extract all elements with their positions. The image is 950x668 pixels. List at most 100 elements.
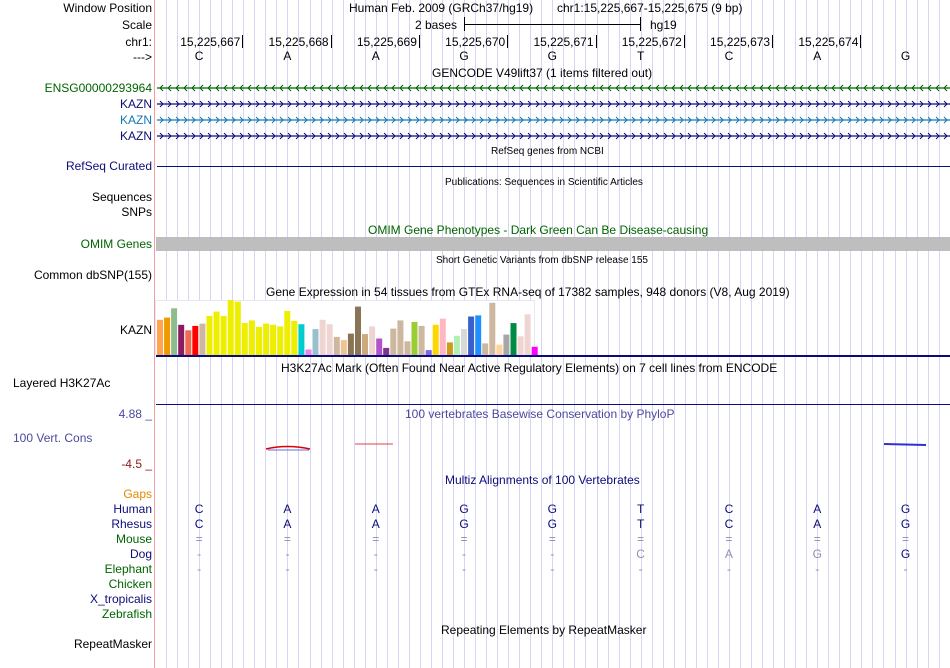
gtex-title: Gene Expression in 54 tissues from GTEx …: [266, 285, 790, 299]
scale-bar: [464, 24, 641, 25]
base-letter: C: [194, 49, 204, 63]
gtex-tissue-bar: [248, 320, 255, 355]
multiz-species-label[interactable]: X_tropicalis: [89, 592, 152, 606]
h3k27ac-label[interactable]: Layered H3K27Ac: [13, 376, 111, 390]
gtex-tissue-bar: [369, 326, 376, 355]
multiz-base: =: [813, 532, 821, 546]
multiz-base: =: [195, 532, 203, 546]
multiz-base: A: [813, 502, 822, 516]
phylop-mark-1-red: [265, 445, 311, 450]
multiz-base: G: [900, 547, 911, 561]
gencode-item-label[interactable]: KAZN: [119, 97, 152, 111]
gtex-tissue-bar: [425, 350, 432, 356]
strand-arrow-right-icon: [159, 132, 948, 140]
position-label: 15,225,671: [533, 35, 594, 49]
gtex-tissue-bar: [432, 324, 439, 356]
publications-label-snps[interactable]: SNPs: [121, 205, 152, 219]
grid-line: [608, 0, 609, 668]
dbsnp-label[interactable]: Common dbSNP(155): [33, 268, 152, 282]
dbsnp-title: Short Genetic Variants from dbSNP releas…: [436, 255, 648, 266]
position-tick: [419, 35, 420, 48]
multiz-base: G: [547, 517, 558, 531]
multiz-base: -: [373, 562, 378, 576]
omim-label[interactable]: OMIM Genes: [80, 237, 152, 251]
gtex-tissue-bar: [157, 319, 163, 355]
gtex-tissue-bar: [319, 319, 326, 355]
region-text[interactable]: chr1:15,225,667-15,225,675 (9 bp): [557, 1, 743, 15]
multiz-gaps-label[interactable]: Gaps: [123, 487, 152, 501]
gencode-item-label[interactable]: KAZN: [119, 113, 152, 127]
gtex-tissue-bar: [517, 336, 524, 355]
multiz-species-label[interactable]: Mouse: [115, 532, 152, 546]
gtex-tissue-bar: [277, 326, 284, 355]
multiz-base: C: [724, 517, 734, 531]
gtex-tissue-bar: [270, 324, 277, 356]
gtex-tissue-bar: [496, 344, 503, 355]
gtex-tissue-bar: [383, 347, 390, 356]
multiz-base: -: [285, 547, 290, 561]
gtex-tissue-bar: [524, 314, 531, 355]
gtex-tissue-bar: [213, 311, 220, 356]
multiz-species-label[interactable]: Chicken: [108, 577, 152, 591]
multiz-species-label[interactable]: Zebrafish: [101, 607, 152, 621]
multiz-base: A: [371, 517, 380, 531]
publications-title: Publications: Sequences in Scientific Ar…: [445, 177, 643, 188]
gtex-tissue-bar: [376, 338, 383, 355]
multiz-base: A: [813, 517, 822, 531]
gencode-item-label[interactable]: KAZN: [119, 129, 152, 143]
gtex-tissue-bar: [418, 325, 425, 356]
grid-line: [597, 0, 598, 668]
multiz-base: -: [285, 562, 290, 576]
h3k27ac-baseline: [156, 404, 950, 405]
base-letter: C: [724, 49, 734, 63]
repeatmasker-label[interactable]: RepeatMasker: [73, 637, 152, 651]
base-letter: A: [371, 49, 380, 63]
gencode-item-label[interactable]: ENSG00000293964: [44, 81, 152, 95]
multiz-base: -: [462, 547, 467, 561]
multiz-base: C: [194, 517, 204, 531]
multiz-species-label[interactable]: Dog: [129, 547, 152, 561]
multiz-base: A: [371, 502, 380, 516]
gtex-tissue-bar: [468, 316, 475, 355]
grid-line: [762, 0, 763, 668]
multiz-base: C: [636, 547, 645, 561]
multiz-base: -: [903, 562, 908, 576]
multiz-base: =: [637, 532, 645, 546]
grid-line: [861, 0, 862, 668]
gtex-tissue-bar: [227, 300, 234, 355]
base-letter: G: [459, 49, 469, 63]
multiz-base: G: [900, 517, 911, 531]
gtex-label[interactable]: KAZN: [119, 323, 152, 337]
multiz-base: A: [283, 502, 292, 516]
gtex-tissue-bar: [475, 315, 482, 355]
grid-line: [674, 0, 675, 668]
multiz-base: =: [548, 532, 556, 546]
grid-line: [740, 0, 741, 668]
refseq-line[interactable]: [157, 166, 950, 167]
multiz-base: T: [636, 502, 645, 516]
publications-label-sequences[interactable]: Sequences: [91, 190, 152, 204]
phylop-label[interactable]: 100 Vert. Cons: [13, 431, 93, 445]
position-tick: [860, 35, 861, 48]
grid-line: [939, 0, 940, 668]
refseq-label[interactable]: RefSeq Curated: [65, 159, 152, 173]
omim-gene-bar[interactable]: [156, 237, 950, 251]
multiz-species-label[interactable]: Human: [113, 502, 152, 516]
gtex-tissue-bar: [263, 323, 270, 355]
multiz-species-label[interactable]: Elephant: [104, 562, 152, 576]
multiz-base: -: [197, 562, 202, 576]
gtex-tissue-bar: [510, 323, 517, 355]
strand-label[interactable]: --->: [133, 50, 152, 64]
multiz-base: T: [636, 517, 645, 531]
position-tick: [684, 35, 685, 48]
grid-line: [872, 0, 873, 668]
multiz-species-label[interactable]: Rhesus: [111, 517, 152, 531]
position-label: 15,225,668: [268, 35, 329, 49]
grid-line: [663, 0, 664, 668]
multiz-base: G: [812, 547, 822, 561]
scale-db-text: hg19: [650, 18, 677, 32]
multiz-base: G: [459, 502, 469, 516]
